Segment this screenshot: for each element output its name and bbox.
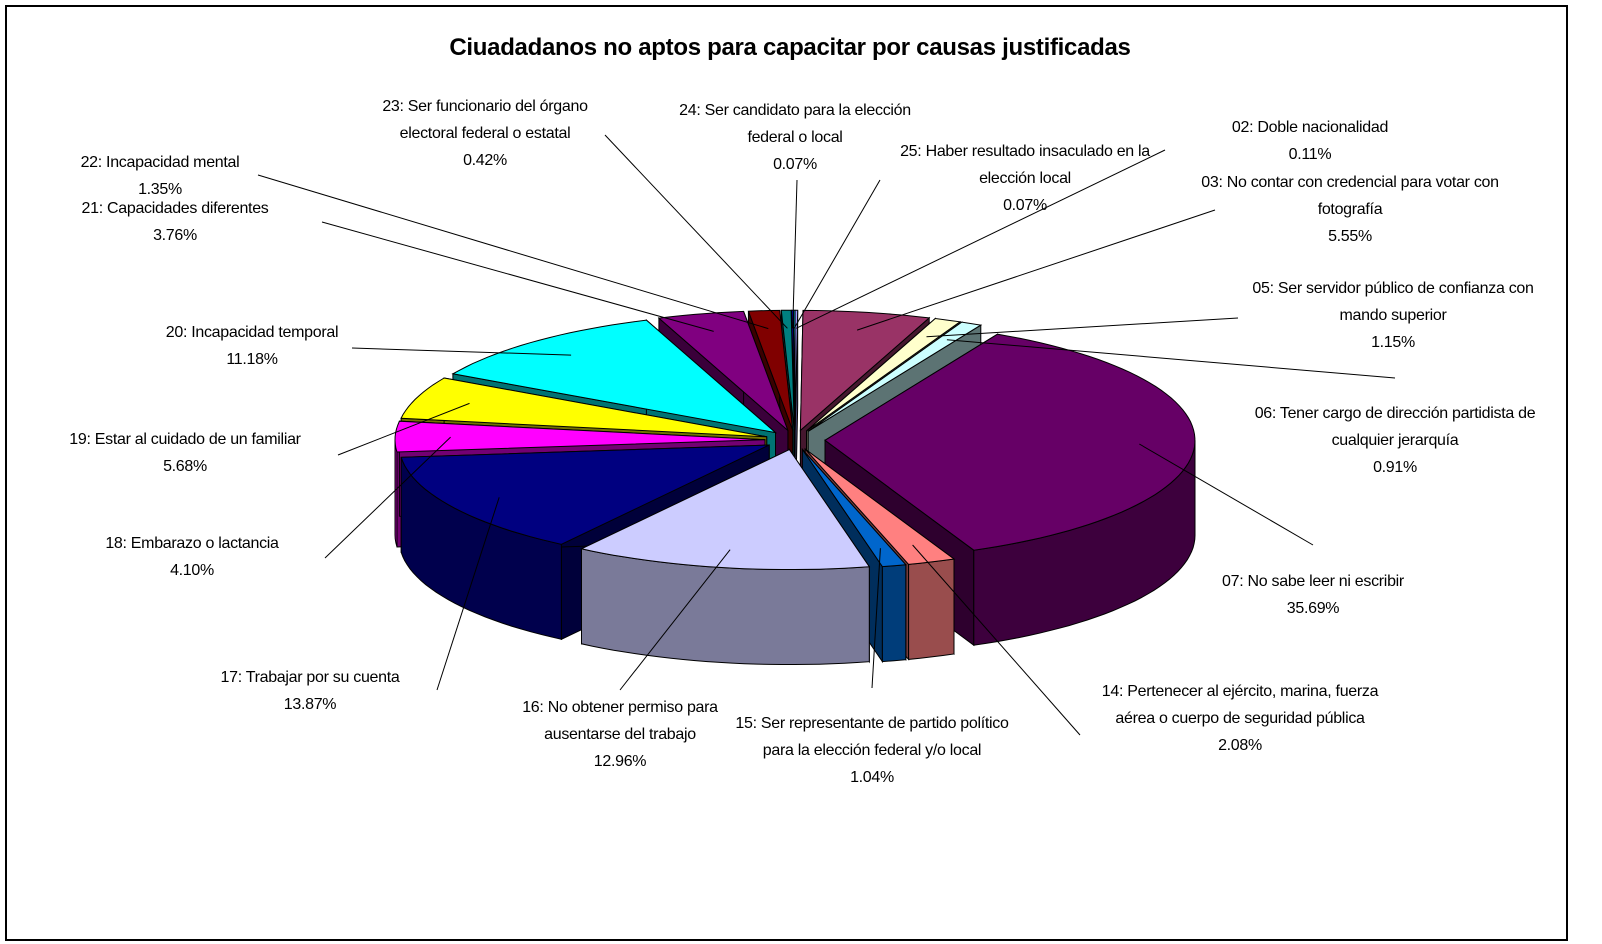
category-label: 05: Ser servidor público de confianza co…	[1252, 280, 1534, 324]
slice-top	[807, 321, 983, 432]
data-label: 06: Tener cargo de dirección partidista …	[1235, 400, 1555, 481]
value-label: 12.96%	[593, 753, 647, 770]
value-label: 5.68%	[163, 458, 207, 475]
value-label: 4.10%	[170, 562, 214, 579]
category-label: 14: Pertenecer al ejército, marina, fuer…	[1101, 683, 1379, 727]
slice-top	[799, 309, 931, 432]
category-label: 19: Estar al cuidado de un familiar	[69, 431, 301, 448]
category-label: 25: Haber resultado insaculado en la ele…	[900, 143, 1150, 187]
data-label: 07: No sabe leer ni escribir 35.69%	[1193, 568, 1433, 622]
data-label: 15: Ser representante de partido polític…	[727, 710, 1017, 791]
value-label: 0.07%	[773, 156, 817, 173]
data-label: 18: Embarazo o lactancia 4.10%	[82, 530, 302, 584]
leader-line	[946, 339, 1396, 379]
slice-top	[801, 449, 907, 568]
leader-line	[257, 174, 769, 330]
slice-top	[780, 309, 795, 431]
slice-top	[806, 317, 962, 432]
category-label: 06: Tener cargo de dirección partidista …	[1254, 405, 1536, 449]
data-label: 25: Haber resultado insaculado en la ele…	[875, 138, 1175, 219]
slice-top	[824, 333, 1196, 551]
value-label: 11.18%	[226, 351, 278, 368]
data-label: 23: Ser funcionario del órgano electoral…	[360, 93, 610, 174]
slice-wall	[394, 439, 398, 548]
leader-line	[321, 221, 714, 332]
leader-line	[793, 179, 881, 329]
slice	[579, 447, 871, 665]
chart-title: Ciuadadanos no aptos para capacitar por …	[449, 34, 1131, 61]
category-label: 23: Ser funcionario del órgano electoral…	[382, 98, 588, 142]
leader-line	[795, 149, 1166, 329]
slice-top	[400, 377, 767, 438]
category-label: 07: No sabe leer ni escribir	[1222, 573, 1404, 590]
leader-line	[351, 347, 572, 356]
category-label: 16: No obtener permiso para ausentarse d…	[522, 699, 718, 743]
data-label: 21: Capacidades diferentes 3.76%	[55, 195, 295, 249]
slice-wall	[908, 558, 955, 660]
data-label: 03: No contar con credencial para votar …	[1200, 169, 1500, 250]
category-label: 15: Ser representante de partido polític…	[735, 715, 1009, 759]
slice-top	[804, 448, 956, 565]
value-label: 0.91%	[1373, 459, 1417, 476]
slice-top	[579, 448, 871, 570]
value-label: 1.35%	[138, 181, 182, 198]
value-label: 0.11%	[1288, 146, 1332, 163]
value-label: 2.08%	[1218, 737, 1262, 754]
data-label: 16: No obtener permiso para ausentarse d…	[500, 694, 740, 775]
data-label: 02: Doble nacionalidad 0.11%	[1210, 114, 1410, 168]
value-label: 13.87%	[283, 696, 337, 713]
data-label: 19: Estar al cuidado de un familiar 5.68%	[40, 426, 330, 480]
value-label: 0.42%	[463, 152, 507, 169]
leader-line	[324, 436, 451, 559]
value-label: 1.04%	[850, 769, 894, 786]
category-label: 02: Doble nacionalidad	[1231, 119, 1389, 136]
category-label: 18: Embarazo o lactancia	[105, 535, 279, 552]
leader-line	[926, 317, 1239, 338]
category-label: 20: Incapacidad temporal	[165, 324, 339, 341]
value-label: 1.15%	[1371, 334, 1415, 351]
data-label: 17: Trabajar por su cuenta 13.87%	[190, 664, 430, 718]
category-label: 17: Trabajar por su cuenta	[220, 669, 400, 686]
data-label: 05: Ser servidor público de confianza co…	[1238, 275, 1548, 356]
value-label: 3.76%	[153, 227, 197, 244]
data-label: 22: Incapacidad mental 1.35%	[60, 149, 260, 203]
category-label: 24: Ser candidato para la elección feder…	[679, 102, 911, 146]
leader-line	[337, 402, 470, 456]
value-label: 0.07%	[1003, 197, 1047, 214]
leader-line	[856, 209, 1216, 331]
leader-line	[871, 548, 881, 689]
data-label: 14: Pertenecer al ejército, marina, fuer…	[1090, 678, 1390, 759]
slice-top	[400, 444, 770, 545]
category-label: 03: No contar con credencial para votar …	[1201, 174, 1499, 218]
data-label: 24: Ser candidato para la elección feder…	[660, 97, 930, 178]
category-label: 21: Capacidades diferentes	[81, 200, 269, 217]
leader-line	[912, 544, 1081, 736]
leader-line	[792, 179, 798, 329]
slice-top	[794, 309, 799, 431]
leader-line	[619, 549, 731, 691]
category-label: 22: Incapacidad mental	[80, 154, 240, 171]
slice-wall	[881, 564, 907, 663]
slice-top	[394, 420, 766, 453]
leader-line	[1139, 443, 1314, 546]
leader-line	[604, 134, 788, 329]
data-label: 20: Incapacidad temporal 11.18%	[142, 319, 362, 373]
slice-top	[451, 319, 778, 434]
slice-top	[747, 309, 794, 431]
leader-line	[436, 497, 500, 691]
value-label: 5.55%	[1328, 228, 1372, 245]
value-label: 35.69%	[1286, 600, 1340, 617]
